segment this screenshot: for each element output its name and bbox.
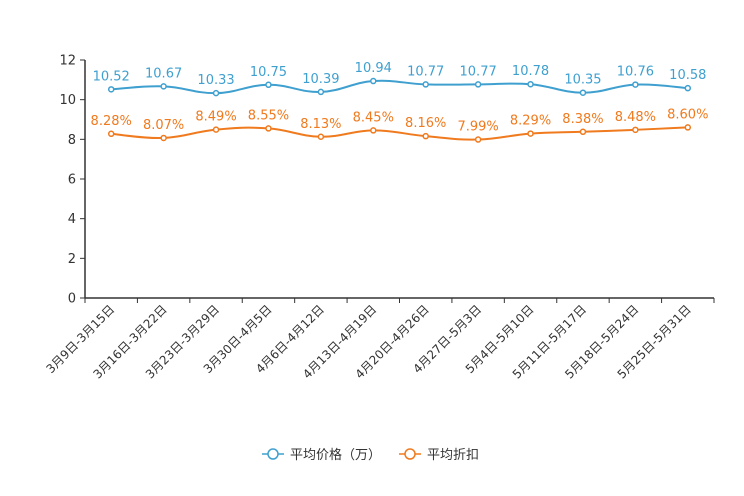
data-label: 10.94 <box>355 61 392 76</box>
legend-item-2[interactable]: 平均折扣 <box>399 448 479 463</box>
data-point[interactable] <box>474 136 482 143</box>
data-label: 8.45% <box>353 110 394 125</box>
series-lines <box>107 77 692 143</box>
series-line-2 <box>111 126 688 141</box>
data-label: 8.07% <box>143 118 184 133</box>
legend-label: 平均价格（万） <box>290 447 381 463</box>
y-tick-label: 0 <box>68 292 76 307</box>
data-label: 10.33 <box>197 73 234 88</box>
y-tick-label: 2 <box>68 252 76 267</box>
chart-legend[interactable]: 平均价格（万） 平均折扣 <box>262 447 479 463</box>
data-point[interactable] <box>474 81 482 88</box>
data-point[interactable] <box>107 130 115 138</box>
data-point[interactable] <box>370 127 377 134</box>
legend-label: 平均折扣 <box>427 448 479 463</box>
data-label: 8.60% <box>667 107 708 122</box>
series-line-1 <box>111 79 688 95</box>
data-point[interactable] <box>370 77 377 85</box>
data-point[interactable] <box>632 126 639 134</box>
data-point[interactable] <box>160 134 167 142</box>
data-label: 10.58 <box>669 68 706 83</box>
data-point[interactable] <box>579 128 587 136</box>
data-label: 10.52 <box>93 69 130 84</box>
data-label: 10.39 <box>302 72 339 87</box>
y-tick-label: 12 <box>59 54 76 69</box>
data-label: 8.55% <box>248 108 289 123</box>
data-label: 10.75 <box>250 65 287 80</box>
data-label: 10.35 <box>564 73 601 88</box>
data-point[interactable] <box>265 81 272 89</box>
data-point[interactable] <box>527 130 534 137</box>
data-point[interactable] <box>422 132 429 140</box>
data-point[interactable] <box>160 83 167 90</box>
legend-marker-icon <box>404 448 416 460</box>
data-label: 8.49% <box>195 110 236 125</box>
y-tick-label: 6 <box>68 173 76 188</box>
y-tick-label: 8 <box>68 133 76 148</box>
y-tick-label: 4 <box>68 212 76 227</box>
data-point[interactable] <box>684 124 692 131</box>
chart-axes: 0246810123月9日-3月15日3月16日-3月22日3月23日-3月29… <box>43 54 715 382</box>
data-label: 7.99% <box>457 120 498 135</box>
data-label: 8.16% <box>405 116 446 131</box>
data-point[interactable] <box>422 81 429 88</box>
data-point[interactable] <box>527 80 534 88</box>
data-point[interactable] <box>265 125 272 132</box>
data-point[interactable] <box>684 84 692 92</box>
data-label: 10.67 <box>145 66 182 81</box>
data-point[interactable] <box>212 89 220 97</box>
data-point[interactable] <box>107 86 115 93</box>
data-point[interactable] <box>317 133 325 141</box>
data-label: 10.78 <box>512 64 549 79</box>
data-label: 10.77 <box>407 64 444 79</box>
data-point[interactable] <box>579 89 587 96</box>
legend-marker-icon <box>267 448 279 460</box>
data-labels: 10.52 10.67 10.33 10.75 10.39 10.94 10.77 10.77… <box>91 61 709 135</box>
data-label: 10.77 <box>460 64 497 79</box>
data-label: 8.13% <box>300 117 341 132</box>
legend-item-1[interactable]: 平均价格（万） <box>262 447 381 463</box>
data-point[interactable] <box>317 88 325 96</box>
data-label: 8.29% <box>510 114 551 129</box>
data-label: 8.38% <box>562 112 603 127</box>
data-point[interactable] <box>632 81 639 88</box>
data-point[interactable] <box>212 126 220 133</box>
data-label: 8.28% <box>91 114 132 129</box>
data-label: 8.48% <box>615 110 656 125</box>
data-label: 10.76 <box>617 65 654 80</box>
y-tick-label: 10 <box>59 93 76 108</box>
